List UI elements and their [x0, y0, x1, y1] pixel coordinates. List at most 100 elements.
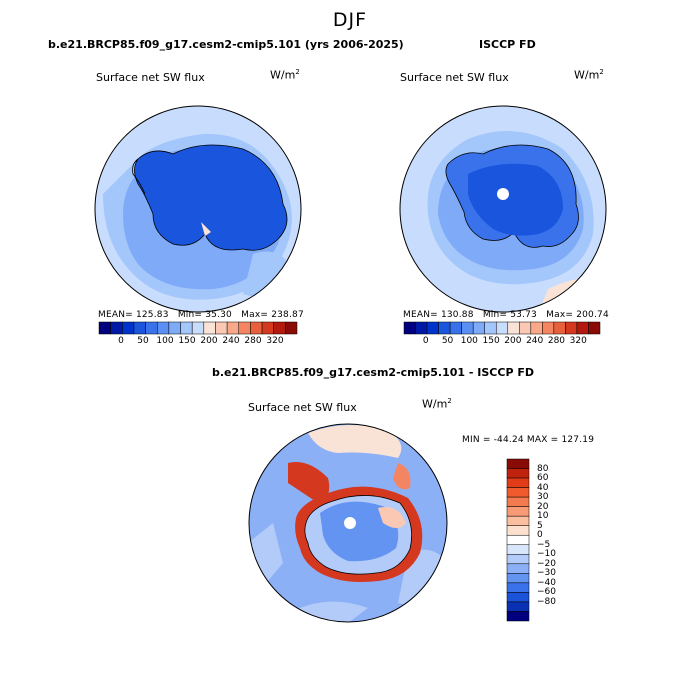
panel-1-colorbar-swatch [250, 321, 263, 335]
panel-2-colorbar-swatch [553, 321, 566, 335]
panel-3-colorbar-swatch [506, 554, 530, 565]
panel-3-colorbar-label: 30 [537, 492, 549, 503]
panel-3-colorbar-swatch [506, 506, 530, 517]
panel-1-colorbar-swatch [203, 321, 216, 335]
panel-2-colorbar-swatch [542, 321, 555, 335]
panel-3-colorbar-label: 5 [537, 520, 543, 531]
panel-3-stats: MIN = -44.24 MAX = 127.19 [462, 435, 595, 445]
panel-1-stats: MEAN= 125.83 Min= 35.30 Max= 238.87 [98, 310, 304, 320]
panel-3-colorbar-swatch [506, 611, 530, 622]
panel-1-colorbar-tick-label: 50 [137, 336, 149, 346]
panel-1-colorbar-tick-label: 200 [200, 336, 218, 346]
panel-3-colorbar-swatch [506, 563, 530, 574]
panel-3-colorbar-swatch [506, 458, 530, 469]
panel-2-units: W/m2 [574, 68, 604, 82]
panel-1-colorbar-tick-label: 100 [156, 336, 174, 346]
panel-3-polar-map [248, 423, 448, 623]
panel-3-colorbar-label: 0 [537, 530, 543, 541]
panel-2-polar-map [399, 105, 607, 313]
panel-1-colorbar-tick-label: 150 [178, 336, 196, 346]
panel-3-colorbar-swatch [506, 468, 530, 479]
panel-2-colorbar-tick-label: 100 [460, 336, 478, 346]
panel-1-colorbar-swatch [215, 321, 228, 335]
panel-1-colorbar-swatch [273, 321, 286, 335]
panel-1-colorbar [98, 321, 298, 335]
panel-3-colorbar-swatch [506, 573, 530, 584]
panel-2-colorbar-swatch [438, 321, 451, 335]
panel-2-colorbar-swatch [403, 321, 416, 335]
panel-3-colorbar-swatch [506, 544, 530, 555]
panel-3-colorbar-label: −40 [537, 577, 556, 588]
panel-1-colorbar-swatch [122, 321, 135, 335]
panel-2-colorbar-swatch [484, 321, 497, 335]
panel-3-colorbar-swatch [506, 487, 530, 498]
panel-1-colorbar-swatch [145, 321, 158, 335]
panel-3-colorbar-label: −20 [537, 558, 556, 569]
panel-3-colorbar-label: −5 [537, 539, 551, 550]
panel-1-colorbar-swatch [156, 321, 170, 335]
panel-3-colorbar-swatch [506, 496, 530, 507]
panel-2-colorbar-tick-label: 320 [569, 336, 587, 346]
panel-1-colorbar-tick-label: 240 [222, 336, 240, 346]
panel-2-colorbar-tick-label: 50 [441, 336, 454, 346]
panel-2-field-label: Surface net SW flux [400, 71, 509, 84]
panel-2-colorbar-swatch [565, 321, 578, 335]
panel-3-colorbar-swatch [506, 525, 530, 536]
panel-1-colorbar-swatch [238, 321, 251, 335]
panel-2-colorbar-swatch [576, 321, 589, 335]
panel-2-colorbar-ticks: 0 50 100 150 200 240 280 320 [404, 336, 600, 348]
panel-3-colorbar-swatch [506, 592, 530, 603]
panel-3-colorbar-swatch [506, 534, 530, 546]
panel-3-colorbar-label: 40 [537, 482, 549, 493]
panel-2-colorbar-tick-label: 150 [482, 336, 500, 346]
panel-2-colorbar [403, 321, 601, 335]
panel-1-colorbar-tick-label: 0 [118, 336, 124, 346]
panel-2-stats: MEAN= 130.88 Min= 53.73 Max= 200.74 [403, 310, 609, 320]
panel-2-colorbar-tick-label: 0 [422, 336, 429, 346]
panel-1-colorbar-ticks: 0 50 100 150 200 240 280 320 [99, 336, 297, 348]
panel-1-colorbar-swatch [226, 321, 240, 335]
panel-3-colorbar-swatch [506, 477, 530, 488]
panel-1-colorbar-swatch [98, 321, 111, 335]
panel-1-colorbar-swatch [110, 321, 123, 335]
figure-title: DJF [332, 9, 368, 31]
panel-3-colorbar-swatch [506, 601, 530, 612]
panel-3-colorbar-label: 60 [537, 473, 549, 484]
panel-3-colorbar-swatch [506, 515, 530, 526]
panel-1-field-label: Surface net SW flux [96, 71, 205, 84]
panel-1-colorbar-swatch [285, 321, 298, 335]
panel-1-colorbar-swatch [133, 321, 146, 335]
panel-1-colorbar-tick-label: 320 [266, 336, 284, 346]
panel-3-colorbar [506, 458, 530, 622]
panel-3-colorbar-label: 80 [537, 463, 549, 474]
panel-1-polar-map [94, 105, 302, 313]
panel-2-colorbar-swatch [449, 321, 462, 335]
panel-1-colorbar-swatch [261, 321, 274, 335]
panel-2-colorbar-swatch [530, 321, 543, 335]
panel-2-colorbar-swatch [495, 321, 509, 335]
panel-2-colorbar-swatch [588, 321, 601, 335]
panel-3-colorbar-swatch [506, 582, 530, 593]
panel-2-colorbar-swatch [461, 321, 474, 335]
panel-2-colorbar-tick-label: 200 [504, 336, 522, 346]
panel-2-colorbar-swatch [472, 321, 485, 335]
panel-3-colorbar-labels: 80 60 40 30 20 10 5 0 −5 −10 −20 −30 −40 −60 −80 [537, 459, 577, 621]
panel-3-colorbar-label: 10 [537, 511, 549, 522]
panel-2-colorbar-tick-label: 240 [526, 336, 544, 346]
panel-1-units: W/m2 [270, 68, 300, 82]
panel-2-colorbar-swatch [415, 321, 428, 335]
panel-1-colorbar-swatch [180, 321, 193, 335]
panel-2-colorbar-swatch [507, 321, 520, 335]
panel-3-units: W/m2 [422, 397, 452, 411]
panel-3-colorbar-label: 20 [537, 501, 549, 512]
panel-2-colorbar-swatch [519, 321, 532, 335]
panel-2-colorbar-tick-label: 280 [547, 336, 566, 346]
panel-3-title: b.e21.BRCP85.f09_g17.cesm2-cmip5.101 - I… [212, 366, 534, 379]
panel-1-colorbar-swatch [168, 321, 181, 335]
panel-3-colorbar-label: −10 [537, 549, 556, 560]
panel-3-colorbar-label: −60 [537, 587, 556, 598]
panel-3-colorbar-label: −80 [537, 596, 556, 607]
panel-1-colorbar-tick-label: 280 [244, 336, 262, 346]
panel-2-title: ISCCP FD [479, 38, 536, 51]
panel-1-colorbar-swatch [191, 321, 205, 335]
